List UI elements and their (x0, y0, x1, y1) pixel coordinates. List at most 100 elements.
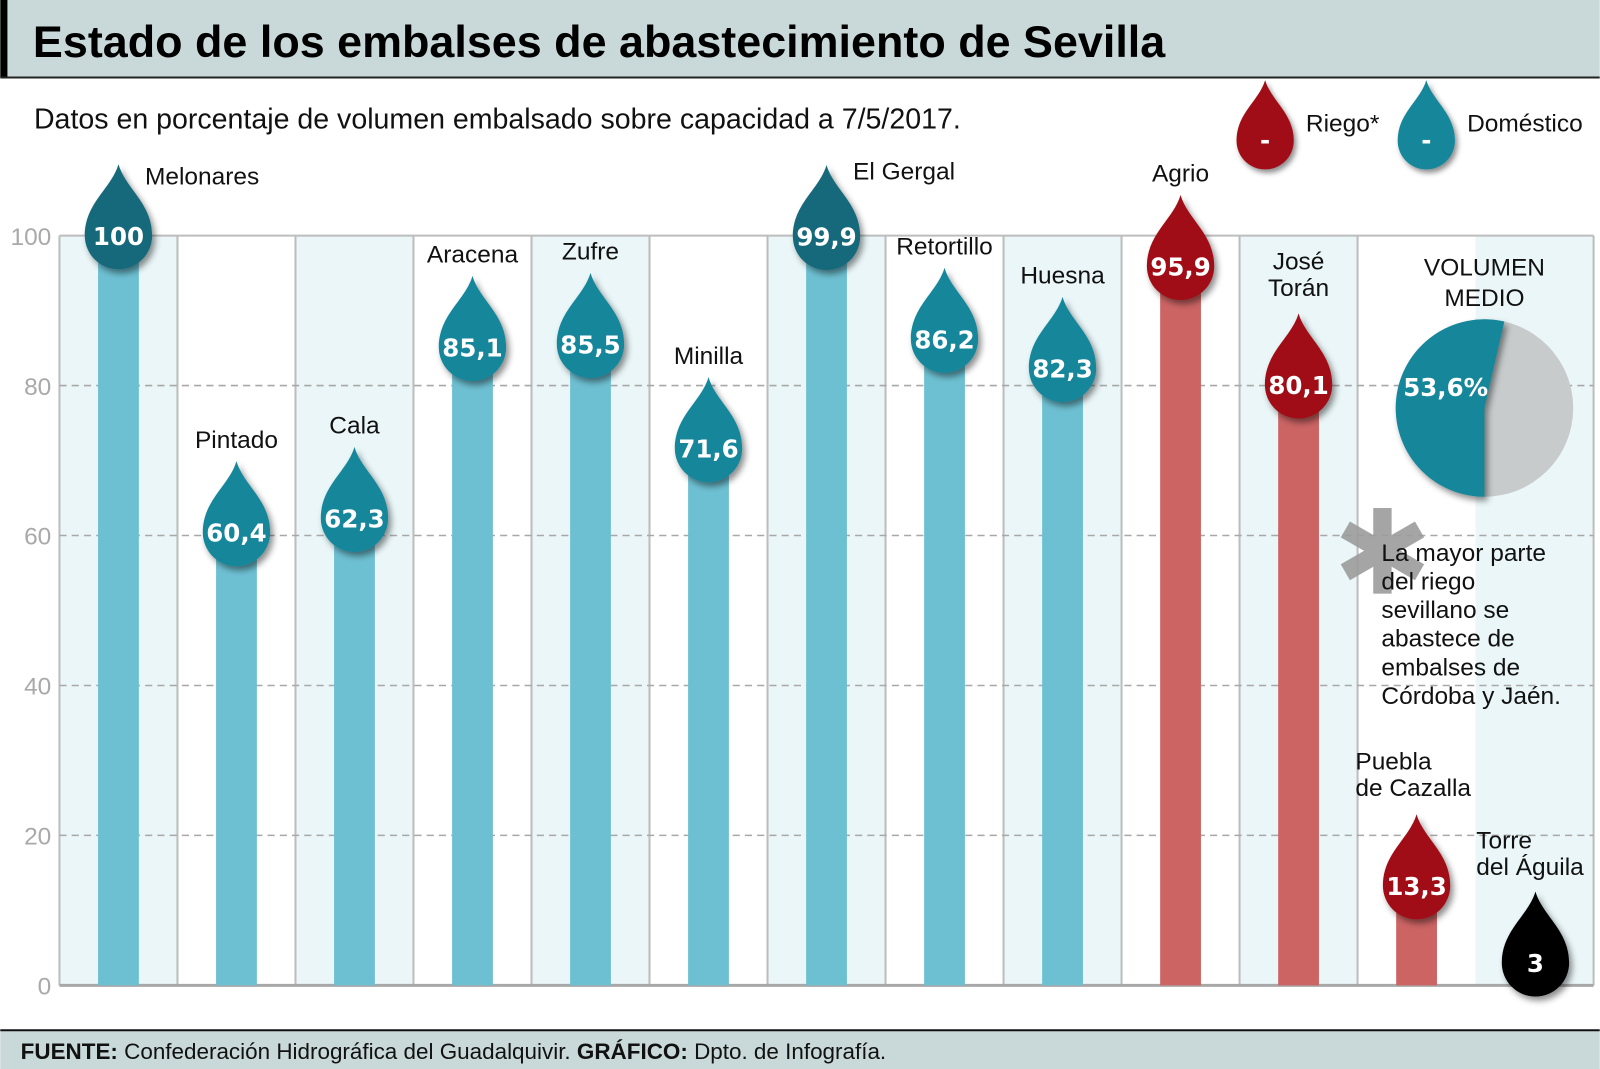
data-label: 85,5 (560, 331, 620, 360)
y-tick-label: 20 (24, 824, 51, 851)
source-label: FUENTE: (21, 1039, 118, 1064)
category-label: Cala (329, 413, 380, 440)
y-tick-label: 80 (24, 374, 51, 401)
bar (216, 532, 257, 986)
drop-marker (202, 461, 271, 567)
reservoir-agrio: 95,9 Agrio (1146, 161, 1215, 986)
data-label: 71,6 (678, 435, 738, 464)
category-label: Pintado (195, 427, 278, 454)
title-accent (0, 0, 8, 78)
pie-label: 53,6% (1403, 373, 1488, 402)
category-label: Zufre (562, 239, 619, 266)
pie-slice-value (1395, 319, 1505, 497)
category-label: Torán (1268, 275, 1329, 302)
category-label: Huesna (1020, 263, 1105, 290)
legend-item: - Doméstico (1397, 80, 1583, 170)
data-label: 99,9 (796, 223, 856, 252)
drop-marker (438, 275, 507, 381)
bar (1160, 266, 1201, 986)
bar (98, 235, 139, 986)
bar (806, 236, 847, 986)
reservoir-minilla: 71,6 Minilla (674, 343, 744, 986)
reservoir-huesna: 82,3 Huesna (1020, 263, 1105, 986)
legend-item: - Riego* (1236, 80, 1380, 170)
y-tick-label: 40 (24, 674, 51, 701)
data-label: 82,3 (1032, 355, 1092, 384)
reservoir-retortillo: 86,2 Retortillo (896, 233, 993, 986)
source-text: Confederación Hidrográfica del Guadalqui… (118, 1039, 577, 1064)
drop-marker (556, 272, 625, 379)
category-label: de Cazalla (1355, 775, 1471, 802)
legend-drop-icon (1236, 80, 1294, 170)
category-label: José (1273, 249, 1325, 276)
y-tick-label: 0 (38, 974, 52, 1001)
legend-symbol: - (1260, 126, 1270, 155)
data-label: 60,4 (206, 519, 266, 548)
drop-marker (674, 377, 743, 483)
footer-credits: FUENTE: Confederación Hidrográfica del G… (21, 1039, 886, 1064)
bar (334, 518, 375, 986)
y-tick-label: 100 (10, 224, 51, 251)
legend: - Riego* - Doméstico (1236, 80, 1583, 170)
plot-area: 0 20 40 60 80 100 100 Melonares 60,4 Pintado 62,3 C… (10, 158, 1595, 1001)
legend-label: Doméstico (1467, 111, 1583, 138)
drop-marker (1028, 296, 1097, 402)
category-label: Retortillo (896, 233, 993, 260)
legend-drop-icon (1397, 80, 1455, 170)
bar (688, 448, 729, 986)
drop-marker (320, 446, 389, 552)
note: La mayor parte del riego sevillano se ab… (1340, 507, 1561, 710)
data-label: 85,1 (442, 334, 502, 363)
drop-marker (1264, 313, 1333, 419)
data-label: 62,3 (324, 504, 384, 533)
bar (1278, 384, 1319, 986)
category-label: Torre (1476, 828, 1532, 855)
pie-title: MEDIO (1444, 285, 1524, 312)
drop-marker (84, 164, 153, 270)
category-label: Aracena (427, 242, 519, 269)
note-line: abastece de (1381, 626, 1514, 653)
title-bar (0, 0, 1600, 78)
legend-symbol: - (1421, 126, 1431, 155)
footer-bar (0, 1030, 1600, 1069)
data-label: 86,2 (914, 325, 974, 354)
graphic-label: GRÁFICO: (577, 1039, 688, 1064)
data-label: 80,1 (1268, 371, 1328, 400)
pie-title: VOLUMEN (1424, 254, 1545, 281)
legend-label: Riego* (1306, 111, 1380, 138)
asterisk-icon (1340, 507, 1425, 594)
category-label: Minilla (674, 343, 744, 370)
bar (924, 339, 965, 986)
category-label: Melonares (145, 164, 259, 191)
drop-marker (1146, 194, 1215, 301)
reservoir-melonares: 100 Melonares (84, 164, 259, 986)
note-line: del riego (1381, 569, 1475, 596)
note-line: Córdoba y Jaén. (1381, 683, 1561, 710)
y-tick-label: 60 (24, 524, 51, 551)
data-label: 13,3 (1386, 872, 1446, 901)
graphic-text: Dpto. de Infografía. (688, 1039, 886, 1064)
reservoir-el-gergal: 99,9 El Gergal (792, 158, 955, 986)
drop-marker (1501, 891, 1570, 997)
data-label: 100 (93, 222, 144, 251)
reservoir-aracena: 85,1 Aracena (427, 242, 519, 986)
bar (570, 344, 611, 986)
page-title: Estado de los embalses de abastecimiento… (33, 16, 1166, 67)
category-label: del Águila (1476, 854, 1584, 881)
note-line: La mayor parte (1381, 540, 1546, 567)
data-label: 95,9 (1150, 253, 1210, 282)
note-line: sevillano se (1381, 597, 1509, 624)
drop-marker (1382, 814, 1451, 920)
data-label: 3 (1527, 949, 1544, 978)
category-label: Agrio (1152, 161, 1209, 188)
drop-marker (910, 267, 979, 373)
reservoir-zufre: 85,5 Zufre (556, 239, 625, 986)
reservoir-pintado: 60,4 Pintado (195, 427, 278, 986)
note-line: embalses de (1381, 654, 1520, 681)
drop-marker (792, 164, 861, 271)
category-label: Puebla (1355, 748, 1432, 775)
